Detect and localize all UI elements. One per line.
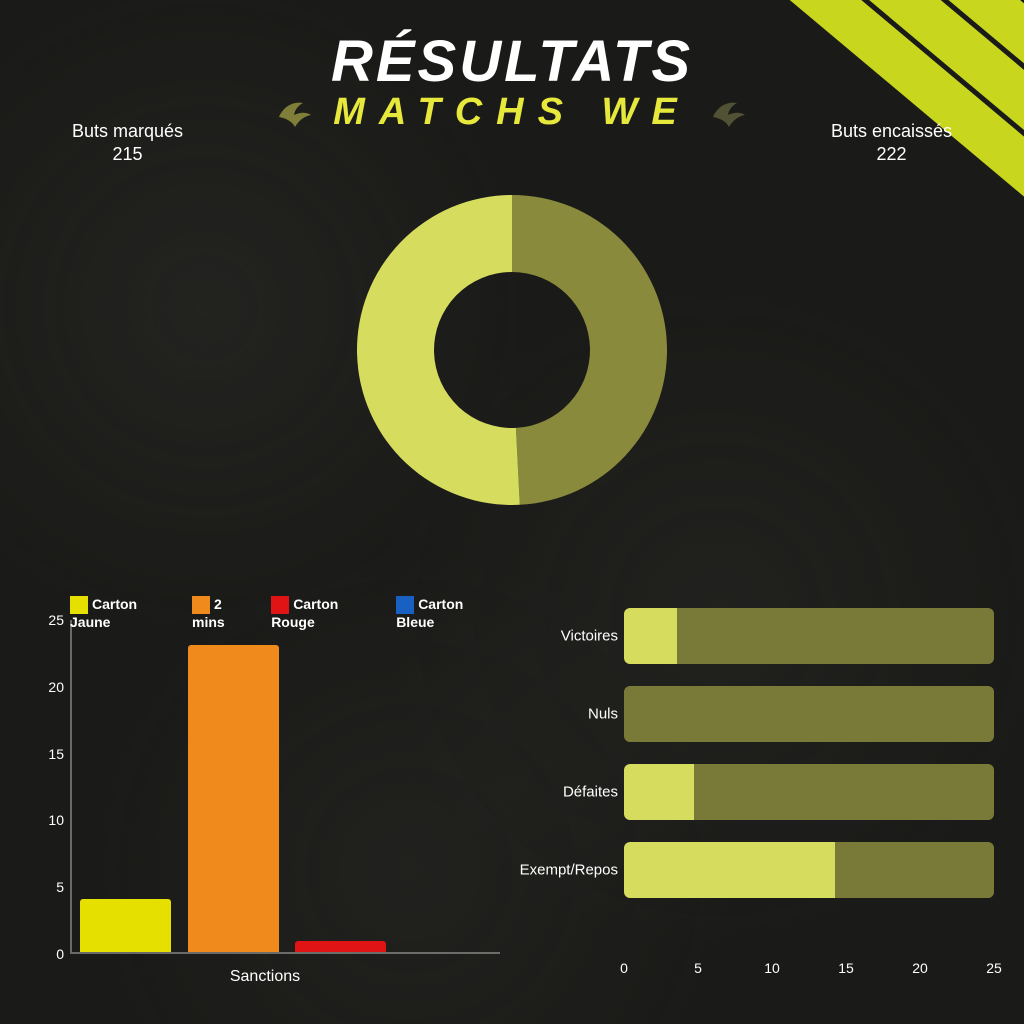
x-tick-label: 20 xyxy=(912,960,928,976)
donut-label-left: Buts marqués 215 xyxy=(72,120,183,167)
bar xyxy=(295,941,386,952)
hbar-label: Victoires xyxy=(514,628,618,645)
header: RÉSULTATS MATCHS WE xyxy=(0,28,1024,134)
legend-swatch xyxy=(192,596,210,614)
hbar-row xyxy=(624,608,994,664)
x-tick-label: 10 xyxy=(764,960,780,976)
hbar-fill xyxy=(624,842,835,898)
donut-seg-label: Buts encaissés xyxy=(831,120,952,143)
hbar-label: Nuls xyxy=(514,706,618,723)
donut-svg xyxy=(352,190,672,510)
results-x-axis: 0510152025 xyxy=(624,960,994,980)
donut-seg-value: 222 xyxy=(831,143,952,166)
sanctions-bar-chart: Carton Jaune2 minsCarton RougeCarton Ble… xyxy=(30,596,500,994)
y-tick-label: 10 xyxy=(30,812,64,828)
hbar-track xyxy=(624,764,994,820)
hbar-label: Défaites xyxy=(514,784,618,801)
donut-labels: Buts marqués 215 Buts encaissés 222 xyxy=(72,120,952,167)
y-tick-label: 15 xyxy=(30,746,64,762)
hbar-track xyxy=(624,842,994,898)
donut-seg-label: Buts marqués xyxy=(72,120,183,143)
hbar-track xyxy=(624,686,994,742)
sanctions-plot xyxy=(70,620,500,954)
donut-seg-value: 215 xyxy=(72,143,183,166)
results-hbar-chart: 0510152025 VictoiresNulsDéfaitesExempt/R… xyxy=(514,596,994,994)
y-tick-label: 25 xyxy=(30,612,64,628)
hbar-row xyxy=(624,842,994,898)
hbar-label: Exempt/Repos xyxy=(514,862,618,879)
hbar-row xyxy=(624,764,994,820)
donut-segment xyxy=(357,195,520,505)
sanctions-x-title: Sanctions xyxy=(30,968,500,986)
hbar-track xyxy=(624,608,994,664)
bar xyxy=(188,645,279,952)
hbar-row xyxy=(624,686,994,742)
legend-swatch xyxy=(271,596,289,614)
bar xyxy=(80,899,171,952)
y-tick-label: 5 xyxy=(30,879,64,895)
legend-swatch xyxy=(396,596,414,614)
page-title: RÉSULTATS xyxy=(0,28,1024,95)
x-tick-label: 25 xyxy=(986,960,1002,976)
y-tick-label: 0 xyxy=(30,946,64,962)
hbar-fill xyxy=(624,608,677,664)
donut-segment xyxy=(512,195,667,505)
x-tick-label: 5 xyxy=(694,960,702,976)
donut-label-right: Buts encaissés 222 xyxy=(831,120,952,167)
hbar-fill xyxy=(624,764,694,820)
x-tick-label: 0 xyxy=(620,960,628,976)
x-tick-label: 15 xyxy=(838,960,854,976)
legend-swatch xyxy=(70,596,88,614)
goals-donut-chart xyxy=(0,190,1024,510)
y-tick-label: 20 xyxy=(30,679,64,695)
